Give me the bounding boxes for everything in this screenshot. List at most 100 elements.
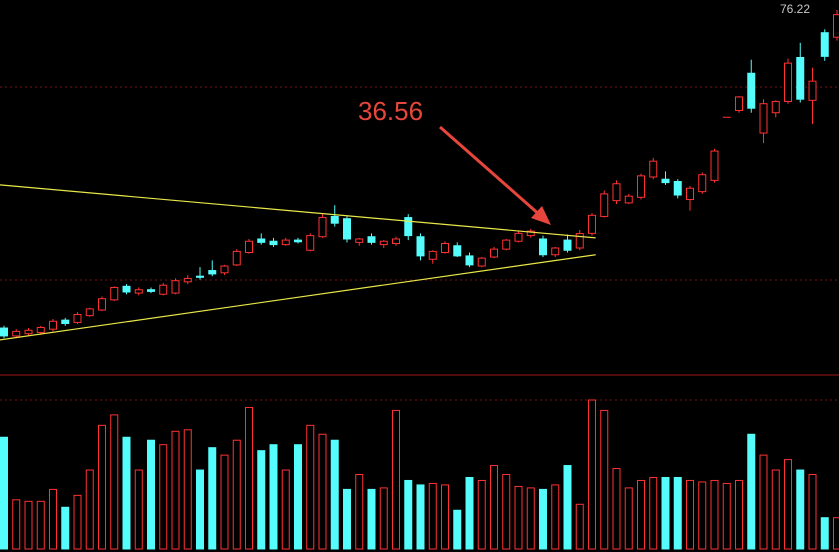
volume-bar xyxy=(330,439,339,550)
candle-body xyxy=(539,238,547,256)
volume-bar xyxy=(575,503,584,550)
candle-body xyxy=(220,265,229,274)
volume-bar xyxy=(514,485,523,550)
volume-bar xyxy=(686,479,694,550)
candle-body xyxy=(808,80,817,101)
volume-bar xyxy=(392,409,400,550)
candle-body xyxy=(673,180,682,196)
volume-bar xyxy=(0,436,8,550)
candle-body xyxy=(232,250,241,266)
candle-body xyxy=(526,230,535,237)
candle-body xyxy=(355,238,364,243)
volume-bar xyxy=(465,476,474,550)
candle-body xyxy=(36,326,45,334)
volume-bar xyxy=(416,484,425,550)
volume-bar xyxy=(649,476,658,550)
volume-bar xyxy=(502,474,511,550)
candle-body xyxy=(306,235,315,251)
volume-bar xyxy=(306,424,315,550)
candle-body xyxy=(600,193,609,217)
candle-body xyxy=(453,245,462,257)
candle-body xyxy=(330,215,339,224)
volume-bar xyxy=(232,439,241,550)
volume-bar xyxy=(808,474,817,550)
volume-bar xyxy=(355,474,364,550)
candle-body xyxy=(134,289,143,294)
candle-body xyxy=(820,32,829,57)
volume-bar xyxy=(453,509,462,550)
candle-body xyxy=(612,183,621,202)
candle-body xyxy=(24,329,33,335)
volume-bar xyxy=(24,500,33,550)
candle-body xyxy=(85,308,94,317)
trendline xyxy=(0,254,596,341)
volume-bar xyxy=(134,469,143,550)
volume-bar xyxy=(245,406,253,550)
candle-body xyxy=(563,239,572,251)
high-label: 76.22 xyxy=(780,2,810,16)
candle-body xyxy=(208,270,217,275)
candle-body xyxy=(490,248,498,258)
candle-body xyxy=(575,233,584,249)
volume-bar xyxy=(183,429,192,550)
candle-body xyxy=(281,239,290,246)
candle-body xyxy=(318,217,327,238)
candle-body xyxy=(171,280,180,294)
volume-bar xyxy=(281,469,290,550)
candle-body xyxy=(367,236,376,243)
volume-bar xyxy=(710,479,719,550)
volume-bar xyxy=(661,476,670,550)
volume-bar xyxy=(490,465,498,550)
volume-bar xyxy=(600,409,609,550)
candle-body xyxy=(796,56,805,100)
candle-body xyxy=(428,250,437,260)
volume-bar xyxy=(294,444,302,550)
candle-body xyxy=(245,240,253,254)
candle-body xyxy=(12,330,21,337)
volume-bar xyxy=(441,484,449,550)
candle-body xyxy=(294,239,302,243)
candle-body xyxy=(404,217,413,237)
candle-body xyxy=(98,298,106,311)
volume-bar xyxy=(343,488,351,550)
candle-body xyxy=(0,327,8,337)
candle-body xyxy=(649,160,658,178)
candle-body xyxy=(747,72,756,109)
volume-bar xyxy=(159,444,168,550)
volume-bar xyxy=(588,399,596,550)
volume-bar xyxy=(257,450,266,550)
volume-bar xyxy=(624,487,633,550)
candle-body xyxy=(61,319,70,325)
candle-body xyxy=(686,187,694,201)
annotation: 36.56 xyxy=(358,96,423,126)
volume-bar xyxy=(637,479,645,550)
candle-body xyxy=(110,286,119,301)
volume-bar xyxy=(759,454,768,550)
volume-bar xyxy=(747,433,756,550)
volume-bar xyxy=(110,414,119,550)
volume-bar xyxy=(563,465,572,550)
arrow-head xyxy=(531,206,551,225)
candle-body xyxy=(514,232,523,242)
volume-bar xyxy=(735,479,743,550)
volume-bar xyxy=(147,439,155,550)
volume-bar xyxy=(379,487,388,550)
volume-bar xyxy=(98,424,106,550)
candle-body xyxy=(73,314,82,323)
candle-body xyxy=(416,236,425,257)
volume-bar xyxy=(61,506,70,550)
candle-body xyxy=(257,238,266,243)
volume-bar xyxy=(85,469,94,550)
candle-body xyxy=(147,289,155,292)
volume-bar xyxy=(673,476,682,550)
trendline xyxy=(0,184,596,239)
volume-bar xyxy=(208,447,217,550)
candle-body xyxy=(759,103,768,134)
volume-bar xyxy=(220,454,229,550)
candle-body xyxy=(502,239,511,250)
candle-body xyxy=(441,242,449,254)
volume-bar xyxy=(318,433,327,550)
candle-body xyxy=(661,178,670,184)
